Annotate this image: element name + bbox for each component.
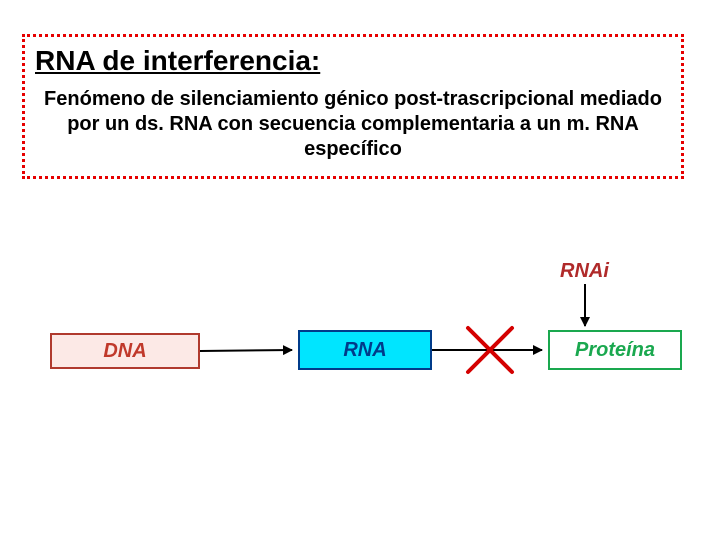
node-dna: DNA xyxy=(50,333,200,369)
cross-icon xyxy=(468,328,512,372)
node-dna-label: DNA xyxy=(103,340,146,363)
node-rna: RNA xyxy=(298,330,432,370)
page-subtitle: Fenómeno de silenciamiento génico post-t… xyxy=(35,87,671,162)
node-rna-label: RNA xyxy=(343,339,386,362)
node-protein-label: Proteína xyxy=(575,339,655,362)
page-title: RNA de interferencia: xyxy=(35,45,671,77)
arrow-dna-rna xyxy=(200,350,292,351)
rnai-label: RNAi xyxy=(560,260,609,283)
node-protein: Proteína xyxy=(548,330,682,370)
header-box: RNA de interferencia: Fenómeno de silenc… xyxy=(22,34,684,179)
